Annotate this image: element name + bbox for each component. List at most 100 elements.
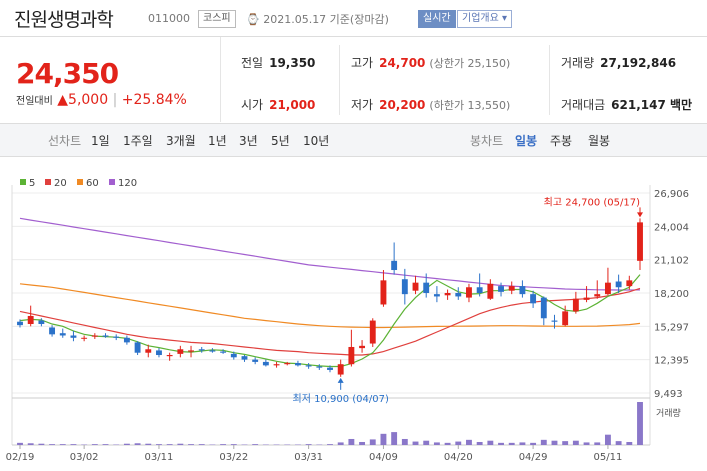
candle-body xyxy=(369,320,376,344)
tab-period-5y[interactable]: 5년 xyxy=(271,134,290,148)
x-tick-label: 03/22 xyxy=(219,452,248,463)
x-axis: 02/19 03/02 03/11 03/22 03/31 04/09 04/20 04/29… xyxy=(6,445,623,463)
volume-bar xyxy=(423,440,430,445)
change-label: 전일대비 xyxy=(16,96,53,107)
y-tick-label: 26,906 xyxy=(654,189,689,200)
volume-bar xyxy=(626,441,633,445)
candle-body xyxy=(70,335,77,338)
moving-average-lines xyxy=(19,217,641,368)
candle-body xyxy=(220,351,227,353)
current-price: 24,350 xyxy=(16,57,119,90)
legend-swatch xyxy=(109,179,115,185)
candle-body xyxy=(241,356,248,360)
candle-body xyxy=(252,359,259,362)
candle-body xyxy=(102,335,109,337)
candle-body xyxy=(134,342,141,353)
tab-monthly[interactable]: 월봉 xyxy=(588,134,611,148)
quote-stats: 전일 19,350 시가 21,000 고가 24,700 (상한가 25,150) 저… xyxy=(221,37,707,122)
chevron-down-icon: ▾ xyxy=(498,13,508,24)
volume-bar xyxy=(327,444,333,445)
tab-period-3m[interactable]: 3개월 xyxy=(166,134,196,148)
tab-period-1w[interactable]: 1주일 xyxy=(123,134,153,148)
tab-daily[interactable]: 일봉 xyxy=(515,134,538,148)
volume: 거래량 27,192,846 xyxy=(561,54,676,71)
volume-bar xyxy=(412,441,419,445)
open-price: 시가 21,000 xyxy=(241,96,315,113)
tab-line-chart[interactable]: 선차트 xyxy=(48,134,82,148)
candle-body xyxy=(156,350,162,356)
candle-body xyxy=(519,286,526,295)
y-tick-label: 18,200 xyxy=(654,289,689,300)
volume-bar xyxy=(27,443,34,445)
high-label: 고가 xyxy=(351,56,374,70)
low-label: 저가 xyxy=(351,98,374,112)
volume-bar xyxy=(551,440,558,445)
candle-body xyxy=(188,350,194,352)
volume-bar xyxy=(359,441,366,445)
legend-label: 5 xyxy=(29,178,35,189)
candle-body xyxy=(583,297,590,300)
tab-period-10y[interactable]: 10년 xyxy=(303,134,330,148)
volume-bar xyxy=(466,439,472,445)
realtime-button[interactable]: 실시간 xyxy=(418,10,456,28)
candle-body xyxy=(594,294,601,297)
clock-icon: ⌚ xyxy=(246,13,264,26)
company-info-dropdown[interactable]: 기업개요 ▾ xyxy=(457,10,513,28)
high-value: 24,700 xyxy=(379,56,426,70)
candle-body xyxy=(81,337,88,339)
volume-bar xyxy=(17,442,23,445)
volume-bar xyxy=(391,432,398,445)
tab-period-1d[interactable]: 1일 xyxy=(91,134,110,148)
candle-body xyxy=(348,346,355,365)
volume-bar xyxy=(230,444,237,445)
tab-candle-chart[interactable]: 봉차트 xyxy=(470,134,504,148)
candle-body xyxy=(540,297,547,319)
volume-bar xyxy=(498,442,504,445)
ma-20-line xyxy=(19,287,641,356)
volume-bar xyxy=(369,439,376,445)
trade-amount: 거래대금 621,147 백만 xyxy=(561,96,692,113)
volume-bars: 거래량 xyxy=(17,402,681,445)
volume-bar xyxy=(134,443,141,445)
chart-tabs: 선차트 1일 1주일 3개월 1년 3년 5년 10년 봉차트 일봉 주봉 월봉 xyxy=(0,123,707,157)
candlestick-chart: 5 20 60 120 최고 24,700 (05/17) 최저 10,900 (04/… xyxy=(6,178,689,463)
volume-bar xyxy=(476,441,483,445)
volume-bar xyxy=(337,442,344,445)
volume-bar xyxy=(433,442,440,445)
tab-weekly[interactable]: 주봉 xyxy=(550,134,573,148)
candle-body xyxy=(498,286,504,292)
candle-body xyxy=(198,349,205,351)
volume-bar xyxy=(615,441,622,445)
prev-value: 19,350 xyxy=(269,56,316,70)
volume-bar xyxy=(401,438,408,445)
tab-period-1y[interactable]: 1년 xyxy=(208,134,227,148)
company-info-label: 기업개요 xyxy=(462,13,499,24)
x-tick-label: 04/20 xyxy=(444,452,473,463)
volume-bar xyxy=(198,444,205,445)
candle-body xyxy=(487,283,494,299)
base-date: ⌚ 2021.05.17 기준(장마감) xyxy=(246,11,389,27)
x-tick-label: 05/11 xyxy=(594,452,623,463)
candle-body xyxy=(123,337,130,343)
volume-bar xyxy=(487,440,494,445)
candle-body xyxy=(476,287,483,293)
candle-body xyxy=(27,315,34,325)
candle-body xyxy=(572,298,579,312)
x-tick-label: 04/29 xyxy=(519,452,548,463)
candle-body xyxy=(113,336,120,338)
legend-swatch xyxy=(20,179,26,185)
candle-body xyxy=(508,286,515,291)
candle-body xyxy=(316,366,323,368)
candle-body xyxy=(401,279,408,295)
legend-swatch xyxy=(77,179,83,185)
tab-period-3y[interactable]: 3년 xyxy=(239,134,258,148)
candle-body xyxy=(337,364,344,375)
volume-bar xyxy=(562,441,569,445)
chart-legend: 5 20 60 120 xyxy=(20,178,137,189)
candle-body xyxy=(327,367,333,370)
volume-bar xyxy=(49,444,56,445)
candle-body xyxy=(562,311,569,326)
volume-bar xyxy=(604,434,611,445)
legend-label: 120 xyxy=(118,178,137,189)
volume-bar xyxy=(508,442,515,445)
